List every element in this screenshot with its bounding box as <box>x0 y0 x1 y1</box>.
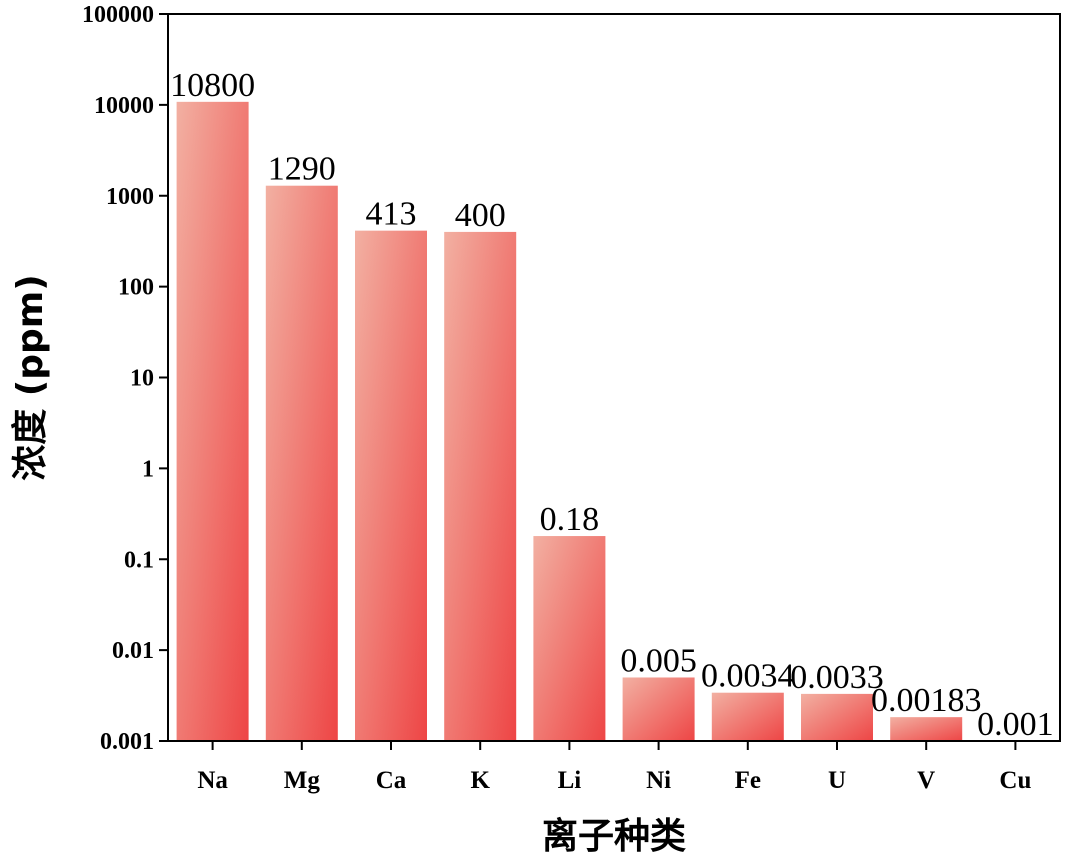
value-label-k: 400 <box>455 197 506 234</box>
bar-u <box>801 693 873 741</box>
x-tick-label-na: Na <box>197 767 228 794</box>
y-tick-label: 100 <box>118 275 154 301</box>
x-tick-label-li: Li <box>558 767 582 794</box>
x-tick-label-k: K <box>470 767 490 794</box>
y-tick-label: 100000 <box>82 2 154 28</box>
value-label-li: 0.18 <box>540 501 600 538</box>
y-tick-label: 0.01 <box>112 638 154 664</box>
x-tick-label-u: U <box>828 767 846 794</box>
y-tick-label: 10000 <box>94 93 154 119</box>
y-tick-label: 0.001 <box>100 729 154 755</box>
x-tick-label-fe: Fe <box>735 767 761 794</box>
bar-v <box>890 717 963 741</box>
value-label-ni: 0.005 <box>620 642 697 679</box>
value-label-ca: 413 <box>366 196 417 233</box>
y-tick-label: 1 <box>142 456 154 482</box>
x-tick-label-v: V <box>917 767 935 794</box>
bar-na <box>176 101 249 741</box>
bars-group <box>176 101 963 742</box>
value-label-na: 10800 <box>170 67 255 104</box>
y-tick-label: 10 <box>130 366 154 392</box>
value-label-mg: 1290 <box>268 151 336 188</box>
x-tick-label-ni: Ni <box>646 767 671 794</box>
y-tick-label: 0.1 <box>124 547 154 573</box>
x-axis-title: 离子种类 <box>542 816 686 857</box>
x-tick-label-mg: Mg <box>284 767 321 794</box>
bar-fe <box>711 692 784 741</box>
value-label-v: 0.00183 <box>871 682 982 719</box>
bar-k <box>444 231 517 742</box>
bar-ca <box>355 230 427 741</box>
y-axis-title: 浓度 (ppm) <box>10 274 51 481</box>
y-axis-ticks: 0.001 0.01 0.1 1 10 100 1000 10000 100000 <box>82 2 168 755</box>
x-axis-ticks: Na Mg Ca K Li Ni Fe U V Cu <box>197 741 1031 794</box>
x-tick-label-cu: Cu <box>999 767 1031 794</box>
value-label-cu: 0.001 <box>977 706 1054 743</box>
x-tick-label-ca: Ca <box>376 767 407 794</box>
bar-ni <box>622 677 695 741</box>
bar-li <box>533 536 606 741</box>
y-tick-label: 1000 <box>106 184 154 210</box>
bar-mg <box>265 185 338 741</box>
value-label-u: 0.0033 <box>790 659 884 696</box>
value-label-fe: 0.0034 <box>701 658 795 695</box>
